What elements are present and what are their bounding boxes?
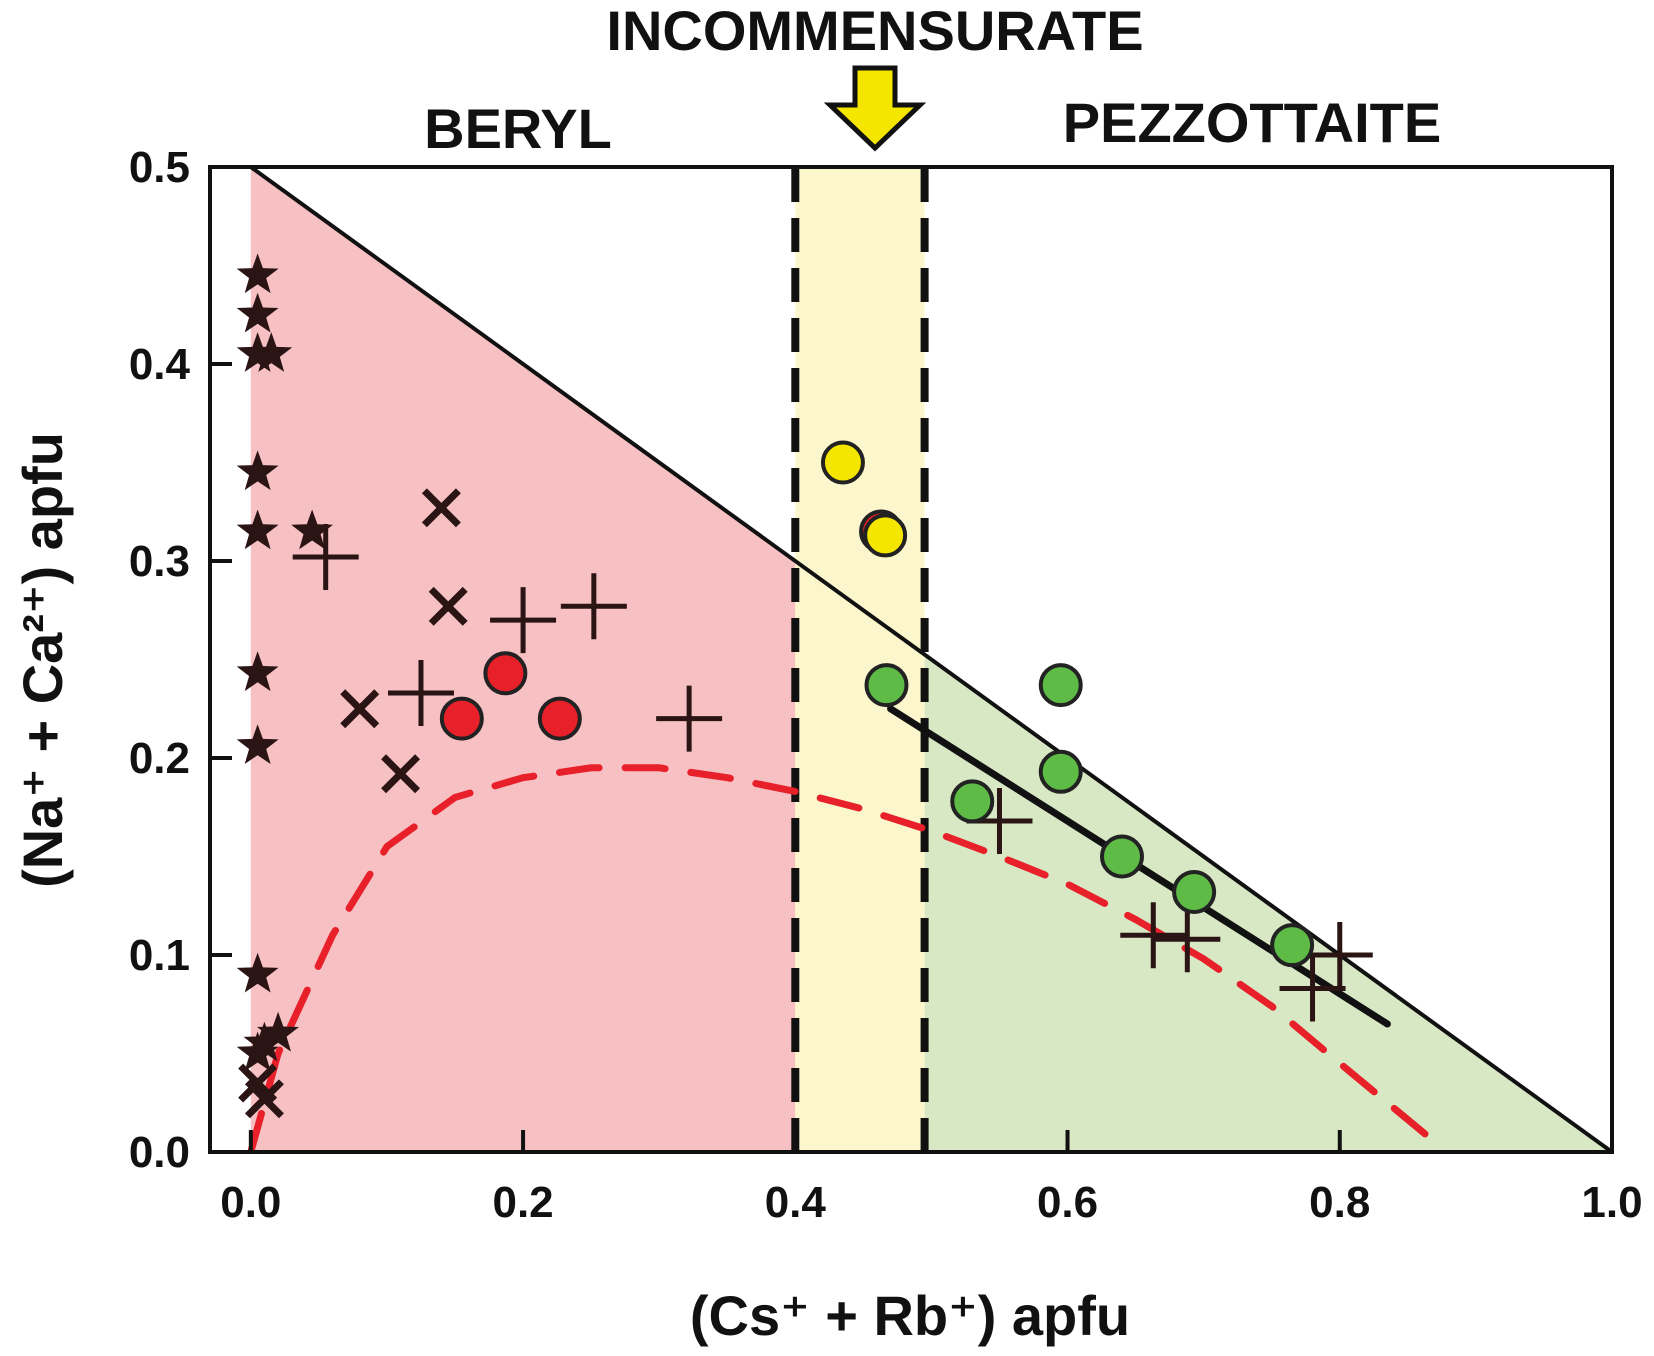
x-tick-label-1: 0.2 — [492, 1178, 553, 1227]
x-point-1 — [428, 586, 468, 626]
plus-point-0 — [292, 524, 359, 591]
label-pezzottaite: PEZZOTTAITE — [1063, 91, 1442, 154]
x-point-5 — [244, 1079, 284, 1119]
x-point-0 — [421, 488, 461, 528]
star-point-0 — [236, 253, 279, 294]
x-point-3 — [381, 754, 421, 794]
y-axis-title: (Na⁺ + Ca²⁺) apfu — [11, 432, 74, 888]
y-tick-label-3: 0.3 — [129, 537, 190, 586]
region-beryl — [250, 167, 796, 1152]
trend-curve-dashed — [247, 764, 1439, 1152]
star-point-4 — [236, 450, 279, 491]
plus-point-9 — [1279, 955, 1346, 1022]
star-point-12 — [243, 1021, 286, 1062]
y-tick-label-1: 0.1 — [129, 931, 190, 980]
incommensurate-arrow-icon — [823, 65, 927, 152]
x-point-2 — [340, 689, 380, 729]
star-point-1 — [236, 292, 279, 333]
tick-layer: 0.0 0.2 0.4 0.6 0.8 1.0 0.0 0.1 0.2 0.3 0.4 0.5 — [129, 143, 1643, 1227]
y-tick-label-4: 0.4 — [129, 340, 191, 389]
plus-point-8 — [1306, 922, 1373, 988]
x-tick-label-3: 0.6 — [1037, 1178, 1098, 1227]
boundary-line-diagonal — [249, 167, 1612, 1152]
red-circle-point-1 — [483, 651, 528, 696]
region-label-layer: BERYL PEZZOTTAITE INCOMMENSURATE — [424, 0, 1441, 160]
yellow-circle-point-0 — [820, 440, 865, 485]
star-point-8 — [236, 724, 279, 764]
star-point-10 — [257, 1011, 299, 1052]
y-tick-label-0: 0.0 — [129, 1128, 190, 1177]
green-circle-point-2 — [1038, 749, 1083, 794]
green-circle-point-4 — [1099, 834, 1144, 879]
marker-layer — [236, 253, 1373, 1119]
star-point-9 — [236, 952, 279, 993]
y-tick-label-5: 0.5 — [129, 143, 190, 192]
x-tick-label-2: 0.4 — [765, 1178, 827, 1227]
x-axis-title: (Cs⁺ + Rb⁺) apfu — [690, 1284, 1130, 1347]
label-incommensurate: INCOMMENSURATE — [606, 0, 1143, 62]
x-tick-label-5: 1.0 — [1581, 1178, 1642, 1227]
plus-point-4 — [656, 685, 723, 752]
green-circle-point-5 — [1172, 869, 1217, 914]
plus-point-6 — [1120, 902, 1187, 969]
red-circle-point-2 — [537, 696, 582, 741]
region-incommensurate — [795, 167, 925, 1152]
yellow-circle-point-1 — [863, 513, 908, 558]
y-tick-label-2: 0.2 — [129, 734, 190, 783]
label-beryl: BERYL — [424, 97, 612, 160]
star-point-3 — [250, 332, 293, 372]
plus-point-3 — [387, 659, 454, 726]
star-point-6 — [291, 509, 333, 550]
plus-point-2 — [560, 573, 627, 640]
star-point-5 — [236, 509, 279, 550]
green-circle-point-0 — [864, 663, 909, 708]
star-point-7 — [236, 651, 279, 692]
red-circle-point-0 — [439, 696, 484, 741]
plus-point-7 — [1154, 906, 1221, 973]
green-circle-point-6 — [1270, 923, 1315, 968]
green-circle-point-3 — [950, 779, 995, 824]
plus-point-1 — [490, 587, 557, 654]
x-tick-label-4: 0.8 — [1309, 1178, 1370, 1227]
x-tick-label-0: 0.0 — [220, 1178, 281, 1227]
green-circle-point-1 — [1038, 663, 1083, 708]
plot-frame — [208, 165, 1614, 1154]
